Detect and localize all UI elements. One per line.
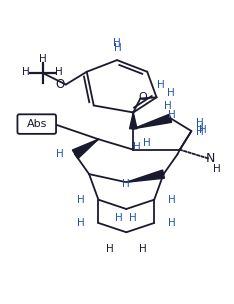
Text: H: H (199, 125, 207, 135)
Text: N: N (205, 153, 215, 165)
Text: H: H (115, 212, 123, 223)
Text: H: H (56, 149, 63, 159)
Text: H: H (213, 164, 221, 174)
Text: H: H (168, 218, 176, 228)
Text: H: H (106, 244, 114, 254)
Text: Abs: Abs (27, 119, 47, 129)
Polygon shape (133, 114, 172, 129)
Text: H: H (55, 67, 63, 78)
Text: H: H (129, 212, 137, 223)
Text: H: H (157, 80, 164, 90)
Text: H: H (196, 123, 204, 133)
Text: H: H (143, 138, 150, 148)
Text: H: H (77, 195, 84, 205)
Text: H: H (39, 54, 46, 64)
Polygon shape (130, 112, 137, 129)
Text: H: H (167, 88, 175, 98)
Text: H: H (168, 110, 176, 120)
FancyBboxPatch shape (18, 114, 56, 134)
Text: H: H (196, 127, 204, 137)
Text: H: H (113, 39, 121, 49)
Text: H: H (196, 118, 203, 128)
Text: H: H (77, 218, 84, 228)
Text: H: H (139, 244, 146, 254)
Text: H: H (133, 142, 141, 152)
Text: O: O (55, 78, 65, 91)
Text: H: H (122, 179, 130, 189)
Text: H: H (22, 67, 30, 78)
Text: H: H (114, 43, 122, 53)
Text: H: H (168, 195, 176, 205)
Polygon shape (126, 170, 165, 182)
Text: O: O (138, 92, 147, 102)
Polygon shape (72, 139, 98, 159)
Text: H: H (164, 101, 172, 111)
